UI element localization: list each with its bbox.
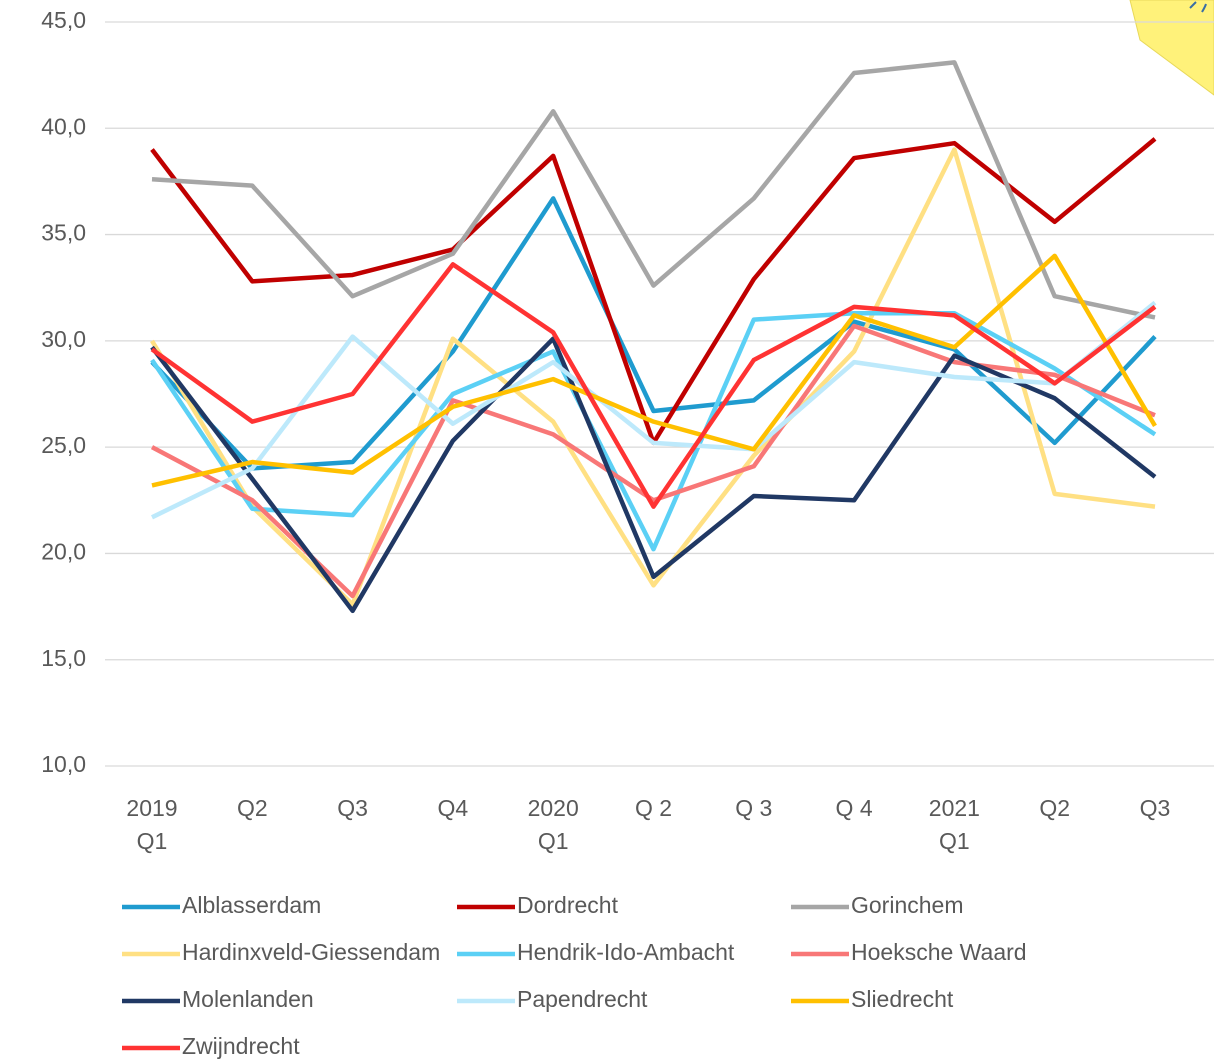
- legend-label: Zwijndrecht: [182, 1033, 300, 1059]
- series-line: [150, 262, 1157, 509]
- y-tick-label: 30,0: [41, 326, 86, 352]
- series-line: [150, 310, 1157, 552]
- legend-label: Gorinchem: [851, 892, 963, 918]
- x-tick-label: Q 2: [634, 795, 673, 821]
- legend-label: Hoeksche Waard: [851, 939, 1027, 965]
- y-tick-label: 15,0: [41, 645, 86, 671]
- x-tick-label: Q3: [1139, 795, 1171, 821]
- y-tick-label: 20,0: [41, 539, 86, 565]
- legend-label: Hendrik-Ido-Ambacht: [517, 939, 735, 965]
- legend-label: Molenlanden: [182, 986, 314, 1012]
- legend-label: Papendrecht: [517, 986, 648, 1012]
- series-line: [151, 253, 1157, 488]
- x-tick-label: 2021 Q1: [928, 795, 980, 854]
- x-tick-label: Q 4: [835, 795, 873, 821]
- legend-label: Hardinxveld-Giessendam: [182, 939, 440, 965]
- x-tick-label: Q3: [337, 795, 368, 821]
- legend-label: Sliedrecht: [851, 986, 954, 1012]
- x-tick-label: Q 3: [735, 795, 773, 821]
- x-tick-label: Q2: [1039, 795, 1071, 821]
- x-tick-label: Q4: [437, 795, 469, 821]
- x-tick-label: Q2: [236, 795, 268, 821]
- sticky-note: [1129, 0, 1214, 96]
- y-tick-label: 40,0: [41, 113, 86, 139]
- y-tick-label: 45,0: [41, 7, 86, 33]
- series-line: [150, 147, 1156, 607]
- legend-label: Alblasserdam: [182, 892, 321, 918]
- x-tick-label: 2019 Q1: [126, 795, 178, 854]
- y-tick-label: 35,0: [41, 220, 86, 246]
- series-line: [150, 336, 1157, 614]
- series-line: [151, 300, 1157, 520]
- y-tick-label: 25,0: [41, 432, 86, 458]
- legend-label: Dordrecht: [517, 892, 619, 918]
- x-tick-label: 2020 Q1: [527, 795, 579, 854]
- y-tick-label: 10,0: [41, 751, 86, 777]
- series-line: [151, 60, 1156, 320]
- sticky-note-scribble: [1189, 1, 1207, 13]
